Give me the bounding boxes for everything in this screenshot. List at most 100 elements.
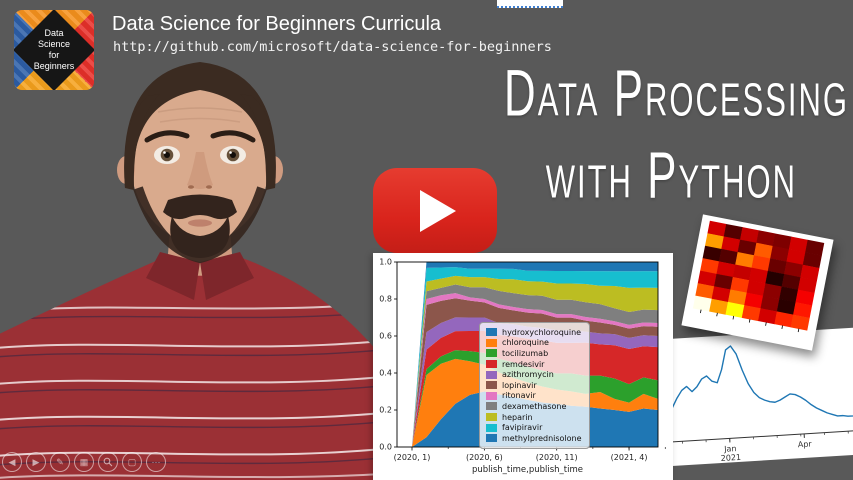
heatmap-cell bbox=[716, 261, 736, 278]
heatmap-chart bbox=[692, 220, 825, 333]
heatmap-cell bbox=[744, 292, 764, 309]
legend-label: hydroxychloroquine bbox=[502, 327, 582, 337]
zoom-icon: ⚲ bbox=[99, 453, 117, 471]
legend-patch bbox=[486, 328, 497, 337]
zoom-button[interactable]: ⚲ bbox=[93, 447, 123, 477]
x-tick-label: (2021, 4) bbox=[611, 453, 648, 462]
next-slide-button[interactable]: ▶ bbox=[26, 452, 46, 472]
course-title: Data Science for Beginners Curricula bbox=[112, 13, 442, 35]
y-tick-label: 1.0 bbox=[379, 258, 392, 267]
heatmap-cell bbox=[749, 267, 769, 284]
heatmap-cell bbox=[760, 295, 780, 312]
heatmap-cell bbox=[695, 283, 715, 300]
heatmap-cell bbox=[753, 242, 773, 259]
heatmap-cell bbox=[721, 236, 741, 253]
area-series-lopinavir bbox=[412, 298, 658, 447]
legend-patch bbox=[486, 338, 497, 347]
legend-item-chloroquine: chloroquine bbox=[486, 338, 582, 349]
heatmap-cell bbox=[746, 280, 766, 297]
legend-label: remdesivir bbox=[502, 359, 545, 369]
legend-patch bbox=[486, 370, 497, 379]
legend-item-heparin: heparin bbox=[486, 412, 582, 423]
legend-label: methylprednisolone bbox=[502, 433, 582, 443]
pen-button[interactable]: ✎ bbox=[50, 452, 70, 472]
area-series-azithromycin bbox=[412, 317, 658, 447]
heatmap-cell bbox=[711, 286, 731, 303]
heatmap-cell bbox=[697, 270, 717, 287]
legend-item-favipiravir: favipiravir bbox=[486, 422, 582, 433]
logo-text: Data Science for Beginners bbox=[14, 10, 94, 90]
heatmap-cell bbox=[702, 245, 722, 262]
slide-title: Data Processing with Python bbox=[369, 61, 849, 209]
heatmap-cell bbox=[784, 261, 804, 278]
logo-line: Science bbox=[37, 39, 71, 50]
line-x-tick-label: Apr bbox=[798, 439, 813, 449]
y-tick-label: 0.4 bbox=[379, 369, 392, 378]
heatmap-cell bbox=[740, 227, 760, 244]
github-url[interactable]: http://github.com/microsoft/data-science… bbox=[113, 39, 552, 55]
legend-patch bbox=[486, 381, 497, 390]
legend-label: lopinavir bbox=[502, 380, 537, 390]
legend-label: ritonavir bbox=[502, 391, 536, 401]
heatmap-cell bbox=[779, 286, 799, 303]
heatmap-cell bbox=[800, 264, 820, 281]
more-options-icon: ··· bbox=[151, 456, 161, 467]
legend-label: dexamethasone bbox=[502, 401, 567, 411]
youtube-play-button[interactable] bbox=[373, 168, 497, 253]
area-series-favipiravir bbox=[412, 267, 658, 447]
x-tick-label: (2020, 11) bbox=[536, 453, 578, 462]
heatmap-cell bbox=[730, 276, 750, 293]
pen-icon: ✎ bbox=[56, 456, 64, 467]
heatmap-cell bbox=[793, 302, 813, 319]
area-series-chloroquine bbox=[412, 358, 658, 447]
legend-patch bbox=[486, 434, 497, 443]
course-logo: Data Science for Beginners bbox=[14, 10, 94, 90]
line-chart: Jan2021AprJul bbox=[660, 345, 853, 463]
previous-slide-icon: ◀ bbox=[8, 456, 16, 467]
slide-title-line2: with Python bbox=[545, 139, 797, 213]
screen-button[interactable]: ▢ bbox=[122, 452, 142, 472]
heatmap-cell bbox=[737, 239, 757, 256]
legend-item-methylprednisolone: methylprednisolone bbox=[486, 433, 582, 444]
heatmap-cell bbox=[762, 283, 782, 300]
heatmap-cell bbox=[709, 298, 729, 315]
y-tick-label: 0.8 bbox=[379, 295, 392, 304]
legend-item-tocilizumab: tocilizumab bbox=[486, 348, 582, 359]
legend-patch bbox=[486, 391, 497, 400]
presentation-controls: ◀ ▶ ✎ ▦ ⚲ ▢ ··· bbox=[2, 447, 166, 477]
line-x-tick-label: Jan2021 bbox=[720, 444, 741, 463]
heatmap-cell bbox=[802, 252, 822, 269]
legend-item-azithromycin: azithromycin bbox=[486, 369, 582, 380]
clipped-figure-edge bbox=[497, 0, 563, 8]
legend-item-ritonavir: ritonavir bbox=[486, 391, 582, 402]
heatmap-cell bbox=[751, 255, 771, 272]
legend-label: tocilizumab bbox=[502, 348, 549, 358]
heatmap-cell bbox=[797, 277, 817, 294]
heatmap-cell bbox=[723, 223, 743, 240]
heatmap-cell bbox=[772, 233, 792, 250]
heatmap-cell bbox=[795, 289, 815, 306]
heatmap-cell bbox=[735, 252, 755, 269]
all-slides-button[interactable]: ▦ bbox=[74, 452, 94, 472]
heatmap-cell bbox=[732, 264, 752, 281]
more-options-button[interactable]: ··· bbox=[146, 452, 166, 472]
heatmap-cell bbox=[725, 301, 745, 318]
legend-patch bbox=[486, 402, 497, 411]
y-tick-label: 0.6 bbox=[379, 332, 392, 341]
heatmap-cell bbox=[765, 270, 785, 287]
logo-line: for bbox=[48, 50, 60, 60]
slide-title-line1: Data Processing bbox=[503, 57, 849, 131]
heatmap-cell bbox=[788, 236, 808, 253]
heatmap-cell bbox=[767, 258, 787, 275]
heatmap-cell bbox=[707, 220, 727, 237]
x-axis-label: publish_time,publish_time bbox=[472, 465, 583, 475]
previous-slide-button[interactable]: ◀ bbox=[2, 452, 22, 472]
presenter-photo bbox=[0, 62, 402, 480]
heatmap-cell bbox=[786, 249, 806, 266]
next-slide-icon: ▶ bbox=[32, 456, 40, 467]
heatmap-cell bbox=[790, 314, 810, 331]
x-tick-label: (2020, 1) bbox=[394, 453, 431, 462]
legend-label: favipiravir bbox=[502, 423, 543, 433]
area-series-remdesivir bbox=[412, 330, 658, 447]
